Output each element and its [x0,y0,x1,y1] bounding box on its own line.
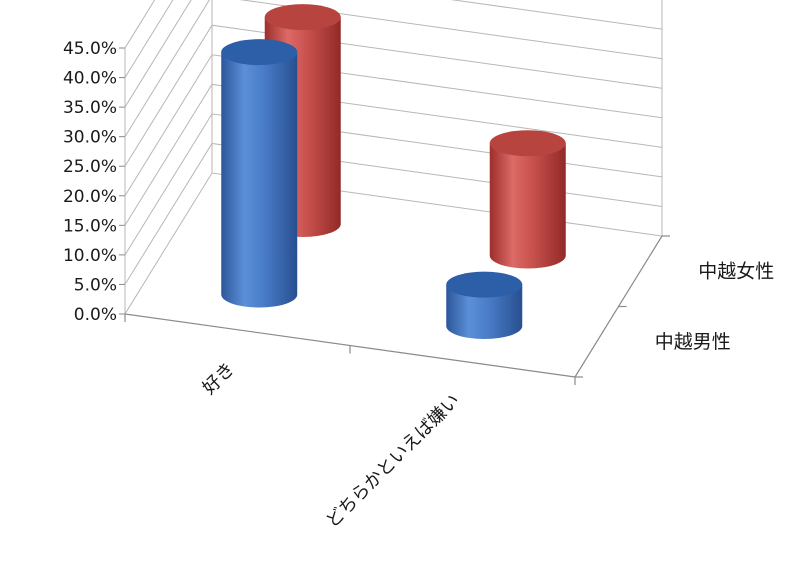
series-label: 中越男性 [655,331,731,353]
y-tick-label: 15.0% [63,216,117,236]
gridline [124,0,156,49]
y-tick-label: 45.0% [63,39,117,59]
cylinder-body [221,52,298,308]
gridline [124,0,663,108]
y-tick-label: 5.0% [74,275,117,295]
y-tick-label: 20.0% [63,187,117,207]
bar-female-1 [489,130,566,269]
cylinder-top [221,39,298,66]
category-label: どちらかといえば嫌い [322,390,464,532]
y-tick-label: 10.0% [63,246,117,266]
y-tick-label: 35.0% [63,98,117,118]
y-tick-label: 25.0% [63,157,117,177]
gridlines [124,0,663,315]
y-tick-label: 40.0% [63,69,117,89]
series-label: 中越女性 [698,260,774,282]
bars [221,4,566,339]
gridline [124,0,663,137]
y-tick-label: 0.0% [74,305,117,325]
bar-male-0 [221,39,298,308]
cylinder-top [446,271,523,298]
cylinder-top [264,4,341,31]
gridline [124,142,663,285]
axes [119,47,670,385]
cylinder-top [489,130,566,157]
cylinder-body [446,284,523,339]
gridline [124,0,662,78]
y-tick-label: 30.0% [63,128,117,148]
gridline [124,172,663,315]
cylinder-body [489,143,566,269]
bar-male-1 [446,271,523,339]
category-label: 好き [199,358,239,398]
